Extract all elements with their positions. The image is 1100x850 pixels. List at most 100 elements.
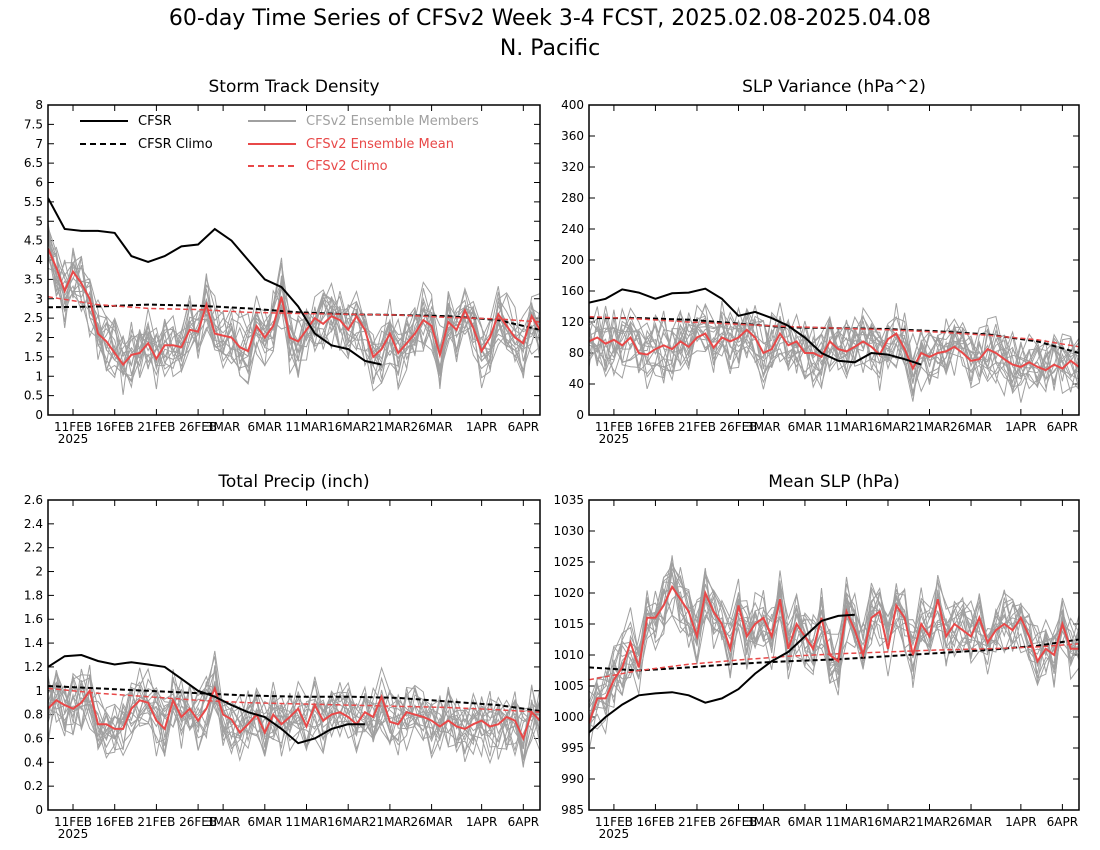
plot-area	[48, 197, 540, 395]
x-tick-label: 1APR	[466, 420, 497, 434]
x-tick-label: 11MAR	[825, 420, 867, 434]
panel-4: Mean SLP (hPa) 985 990 995 1000 1005 1010 1015 1…	[553, 472, 1080, 841]
y-tick-label: 8	[35, 98, 43, 112]
y-tick-label: 280	[561, 191, 584, 205]
ensemble-mean-line	[589, 584, 1079, 724]
y-tick-label: 2.6	[24, 493, 43, 507]
x-tick-label: 16MAR	[327, 420, 369, 434]
y-tick-label: 1020	[553, 586, 584, 600]
x-tick-label: 6MAR	[248, 420, 283, 434]
plot-frame	[588, 104, 1080, 416]
panel-1: Storm Track Density 0 0.5 1 1.5 2 2.5 3 3.5 4 4.5 5…	[24, 77, 541, 446]
ensemble-member-line	[48, 231, 540, 390]
x-tick-label: 26FEB	[719, 815, 757, 829]
y-tick-label: 1035	[553, 493, 584, 507]
legend-cfsv2-climo-label: CFSv2 Climo	[306, 159, 388, 174]
y-tick-label: 0.2	[24, 779, 43, 793]
x-year-label: 2025	[58, 432, 89, 446]
ensemble-member-line	[48, 252, 540, 382]
ensemble-mean-line	[48, 685, 540, 742]
legend-cfsr-label: CFSR	[138, 114, 172, 129]
legend-ens-mean-label: CFSv2 Ensemble Mean	[306, 137, 454, 152]
y-tick-label: 4	[35, 253, 43, 267]
y-tick-label: 1	[35, 684, 43, 698]
x-year-label: 2025	[599, 432, 630, 446]
panel-3: Total Precip (inch) 0 0.2 0.4 0.6 0.8 1 1.2 1.4 1…	[24, 472, 541, 841]
y-tick-label: 1.8	[24, 588, 43, 602]
y-tick-label: 1.6	[24, 612, 43, 626]
x-tick-label: 3MAR	[746, 815, 781, 829]
ensemble-member-line	[48, 251, 540, 381]
ensemble-mean-line	[48, 248, 540, 367]
x-tick-label: 21MAR	[908, 815, 950, 829]
y-tick-label: 5.5	[24, 195, 43, 209]
y-tick-label: 4.5	[24, 234, 43, 248]
x-tick-label: 3MAR	[206, 420, 241, 434]
y-tick-label: 0	[35, 803, 43, 817]
y-tick-label: 2	[35, 331, 43, 345]
x-tick-label: 6APR	[1047, 420, 1078, 434]
y-tick-label: 1015	[553, 617, 584, 631]
x-tick-label: 26MAR	[411, 815, 453, 829]
y-tick-label: 0	[35, 408, 43, 422]
x-tick-label: 16MAR	[327, 815, 369, 829]
x-tick-label: 3MAR	[206, 815, 241, 829]
x-tick-label: 26MAR	[411, 420, 453, 434]
x-tick-label: 21MAR	[369, 815, 411, 829]
x-tick-label: 6MAR	[788, 420, 823, 434]
cfsr-line	[589, 613, 855, 734]
ensemble-member-line	[48, 679, 540, 757]
y-tick-label: 2.5	[24, 311, 43, 325]
cfsr-line	[589, 287, 922, 366]
x-tick-label: 26FEB	[719, 420, 757, 434]
x-tick-label: 11FEB	[54, 420, 92, 434]
y-tick-label: 120	[561, 315, 584, 329]
panel-2: SLP Variance (hPa^2) 0 40 80 120 160 200 240 280…	[561, 77, 1080, 446]
y-tick-label: 3	[35, 292, 43, 306]
y-tick-label: 0	[576, 408, 584, 422]
cfsr-line	[48, 197, 382, 366]
y-tick-label: 1005	[553, 679, 584, 693]
ensemble-member-line	[48, 656, 540, 754]
ensemble-member-line	[589, 309, 1079, 393]
main-title: 60-day Time Series of CFSv2 Week 3-4 FCS…	[169, 6, 931, 31]
x-tick-label: 16FEB	[96, 815, 134, 829]
y-tick-label: 0.4	[24, 755, 43, 769]
legend: CFSR CFSR Climo CFSv2 Ensemble Members CFSv…	[80, 114, 479, 174]
plot-area	[589, 555, 1079, 752]
y-tick-label: 7	[35, 137, 43, 151]
y-tick-label: 985	[561, 803, 584, 817]
y-tick-label: 1025	[553, 555, 584, 569]
x-tick-label: 16FEB	[96, 420, 134, 434]
y-tick-label: 0.8	[24, 708, 43, 722]
cfsv2-climo-line	[589, 315, 1079, 348]
ensemble-member-line	[48, 686, 540, 768]
x-tick-label: 11MAR	[825, 815, 867, 829]
y-tick-label: 1.4	[24, 636, 43, 650]
x-tick-label: 1APR	[466, 815, 497, 829]
x-tick-label: 11MAR	[285, 815, 327, 829]
panel-title: Mean SLP (hPa)	[768, 472, 900, 492]
ensemble-member-line	[48, 650, 540, 757]
y-tick-label: 160	[561, 284, 584, 298]
cfsr-line	[48, 653, 365, 745]
x-tick-label: 11FEB	[595, 815, 633, 829]
y-tick-label: 1000	[553, 710, 584, 724]
legend-members-label: CFSv2 Ensemble Members	[306, 114, 479, 129]
x-tick-label: 1APR	[1005, 815, 1036, 829]
y-tick-label: 1.2	[24, 660, 43, 674]
plot-frame	[588, 499, 1080, 811]
x-tick-label: 16MAR	[867, 815, 909, 829]
panel-title: Total Precip (inch)	[217, 472, 369, 492]
plot-frame	[47, 499, 541, 811]
x-tick-label: 26MAR	[950, 420, 992, 434]
y-tick-label: 6.5	[24, 156, 43, 170]
y-tick-label: 2	[35, 565, 43, 579]
y-tick-label: 400	[561, 98, 584, 112]
y-tick-label: 1010	[553, 648, 584, 662]
y-tick-label: 360	[561, 129, 584, 143]
ensemble-member-line	[589, 564, 1079, 721]
x-tick-label: 16FEB	[636, 815, 674, 829]
ensemble-member-line	[589, 567, 1079, 734]
